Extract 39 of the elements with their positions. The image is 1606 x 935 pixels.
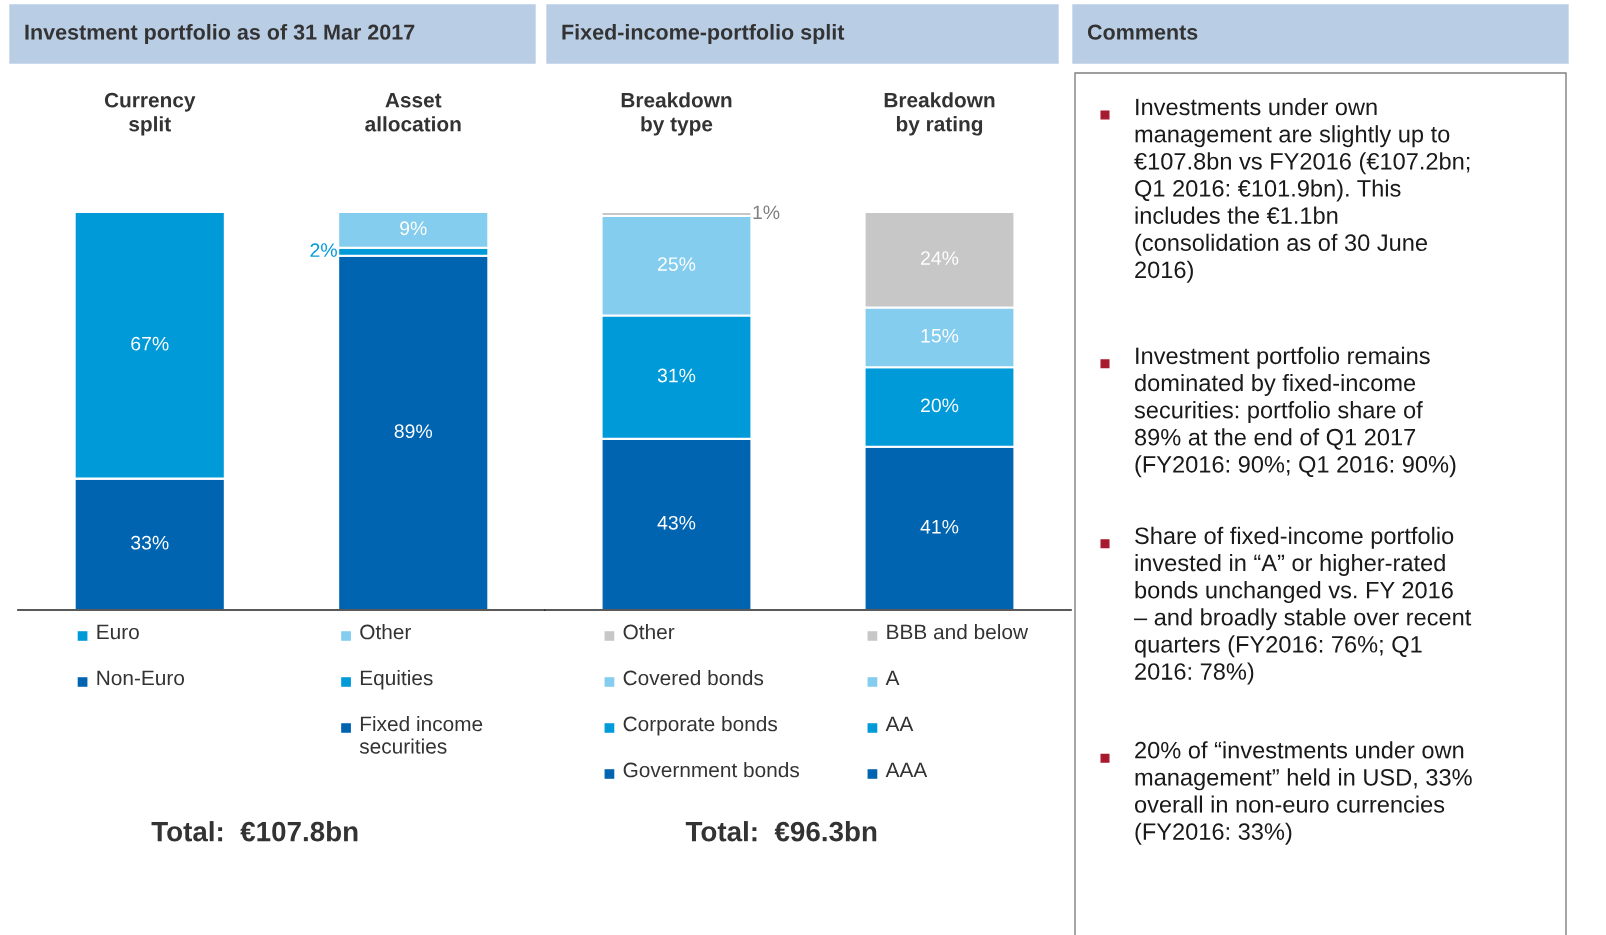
data-label: 89%: [394, 424, 433, 439]
legend-label: Euro: [97, 624, 139, 640]
data-label: 25%: [658, 257, 696, 271]
x-tick-label: Breakdown by type: [621, 92, 732, 136]
data-label: 33%: [131, 535, 169, 550]
data-label: 2%: [310, 243, 337, 257]
x-tick-label: Currency split: [104, 92, 196, 136]
data-label: 41%: [920, 519, 959, 534]
text: Comments: [1087, 24, 1198, 40]
legend-label: Equities: [360, 670, 433, 690]
legend-label: Other: [360, 624, 411, 640]
text: Investment portfolio remains dominated by fixed-income securities: portfolio share of 89% at the end of Q1 2017 (FY2016: 90%; Q1 2016: 90%): [1134, 346, 1456, 478]
legend-label: Non-Euro: [97, 670, 185, 686]
legend-label: Covered bonds: [623, 670, 764, 686]
chart-title: Investment portfolio as of 31 Mar 2017: [25, 23, 415, 45]
data-label: 31%: [657, 368, 696, 383]
data-label: 9%: [400, 221, 427, 236]
data-label: 1%: [753, 205, 780, 220]
legend-label: AA: [885, 716, 914, 732]
legend-label: Government bonds: [623, 762, 800, 778]
data-label: 24%: [921, 251, 959, 265]
data-label: 15%: [921, 328, 959, 343]
legend-label: Other: [623, 624, 675, 640]
text: Total: €96.3bn: [685, 821, 877, 842]
text: 20% of “investments under own management” held in USD, 33% overall in non-euro currencies (FY2016: 33%): [1134, 741, 1472, 845]
x-tick-label: Asset allocation: [365, 93, 461, 132]
data-label: 43%: [657, 515, 696, 530]
data-label: 20%: [921, 398, 959, 413]
legend-label: Fixed income securities: [359, 716, 483, 754]
legend-label: Corporate bonds: [623, 716, 778, 736]
data-label: 67%: [131, 336, 169, 351]
legend-label: A: [885, 670, 900, 686]
text: Investments under own management are slightly up to €107.8bn vs FY2016 (€107.2bn; Q1 2016: €101.9bn). This includes the €1.1bn (consolidation as of 30 June 2016): [1134, 98, 1470, 283]
chart-title: Fixed-income-portfolio split: [562, 23, 845, 45]
legend-label: AAA: [885, 762, 928, 778]
text: Share of fixed-income portfolio invested in “A” or higher-rated bonds unchanged vs. FY 2016 – and broadly stable over recent quarters (FY2016: 76%; Q1 2016: 78%): [1134, 526, 1472, 685]
x-tick-label: Breakdown by rating: [884, 92, 995, 136]
text: Total: €107.8bn: [151, 821, 358, 842]
legend-label: BBB and below: [887, 624, 1029, 640]
